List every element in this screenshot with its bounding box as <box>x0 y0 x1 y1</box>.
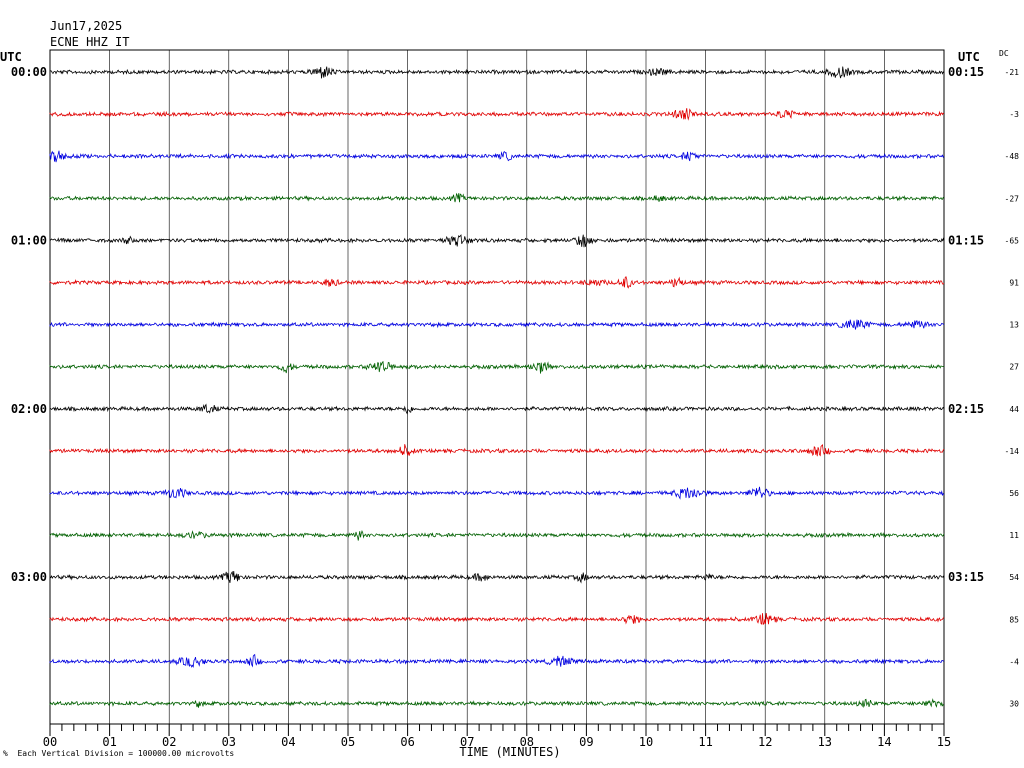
vertical-grid <box>109 50 885 724</box>
record-date: Jun17,2025 <box>50 19 123 33</box>
seismic-trace <box>49 486 945 500</box>
dc-offset-value: 11 <box>1009 531 1019 540</box>
seismic-trace <box>49 698 945 709</box>
seismic-trace <box>49 612 945 625</box>
dc-offset-value: -14 <box>1005 447 1020 456</box>
x-tick-label: 01 <box>102 735 116 749</box>
right-time-labels: 00:15 01:15 02:15 03:15 <box>948 65 984 584</box>
station-code: ECNE HHZ IT <box>50 35 130 49</box>
x-tick-label: 08 <box>520 735 534 749</box>
vertical-division-note: % Each Vertical Division = 100000.00 mic… <box>3 749 234 758</box>
seismic-trace <box>49 234 945 248</box>
x-tick-label: 11 <box>698 735 712 749</box>
left-time-label: 00:00 <box>11 65 47 79</box>
x-tick-label: 06 <box>400 735 414 749</box>
x-tick-label: 09 <box>579 735 593 749</box>
left-time-label: 03:00 <box>11 570 47 584</box>
dc-offset-value: 54 <box>1009 573 1019 582</box>
x-axis: 00 01 02 03 04 05 06 07 08 09 10 11 12 13 14 15 <box>43 724 951 749</box>
left-time-label: 02:00 <box>11 402 47 416</box>
right-time-label: 02:15 <box>948 402 984 416</box>
x-tick-label: 03 <box>222 735 236 749</box>
x-tick-label: 14 <box>877 735 891 749</box>
x-tick-label: 00 <box>43 735 57 749</box>
footnote-mark: % <box>3 749 8 758</box>
seismic-trace <box>49 570 945 584</box>
utc-left-label: UTC <box>0 50 22 64</box>
seismic-trace <box>49 653 944 669</box>
x-tick-label: 02 <box>162 735 176 749</box>
seismic-trace <box>49 360 945 374</box>
left-time-labels: 00:00 01:00 02:00 03:00 <box>11 65 47 584</box>
plot-frame <box>49 49 945 725</box>
left-time-label: 01:00 <box>11 233 47 247</box>
seismic-trace <box>49 150 945 163</box>
right-time-label: 00:15 <box>948 65 984 79</box>
dc-offset-value: 85 <box>1009 615 1019 624</box>
seismic-trace <box>49 66 945 79</box>
seismic-trace <box>49 276 945 289</box>
dc-offset-value: -4 <box>1009 657 1019 666</box>
right-time-label: 03:15 <box>948 570 984 584</box>
dc-offset-values: -21 -3 -48 -27 -65 91 13 27 44 -14 56 11 54 85 -4 30 <box>1005 68 1020 709</box>
x-axis-label: TIME (MINUTES) <box>459 745 560 759</box>
dc-offset-value: 91 <box>1009 279 1019 288</box>
dc-column-label: DC <box>999 49 1009 58</box>
x-tick-label: 07 <box>460 735 474 749</box>
x-tick-label: 13 <box>818 735 832 749</box>
seismic-trace <box>49 108 944 121</box>
dc-offset-value: 44 <box>1009 405 1019 414</box>
x-tick-label: 04 <box>281 735 295 749</box>
dc-offset-value: -3 <box>1009 110 1019 119</box>
dc-offset-value: 30 <box>1009 700 1019 709</box>
dc-offset-value: 13 <box>1009 321 1019 330</box>
dc-offset-value: -48 <box>1005 152 1020 161</box>
dc-offset-value: 56 <box>1009 489 1019 498</box>
dc-offset-value: -65 <box>1005 236 1020 245</box>
seismic-trace <box>49 403 945 415</box>
seismic-trace <box>49 529 945 541</box>
dc-offset-value: 27 <box>1009 363 1019 372</box>
seismic-trace <box>49 192 945 203</box>
x-tick-label: 05 <box>341 735 355 749</box>
footnote-text: Each Vertical Division = 100000.00 micro… <box>17 749 235 758</box>
dc-offset-value: -27 <box>1005 194 1020 203</box>
seismic-trace <box>49 319 945 330</box>
x-tick-label: 12 <box>758 735 772 749</box>
seismic-trace <box>49 443 945 457</box>
traces-group <box>49 66 945 709</box>
x-tick-label: 15 <box>937 735 951 749</box>
right-time-label: 01:15 <box>948 233 984 247</box>
x-tick-label: 10 <box>639 735 653 749</box>
utc-right-label: UTC <box>958 50 980 64</box>
dc-offset-value: -21 <box>1005 68 1020 77</box>
